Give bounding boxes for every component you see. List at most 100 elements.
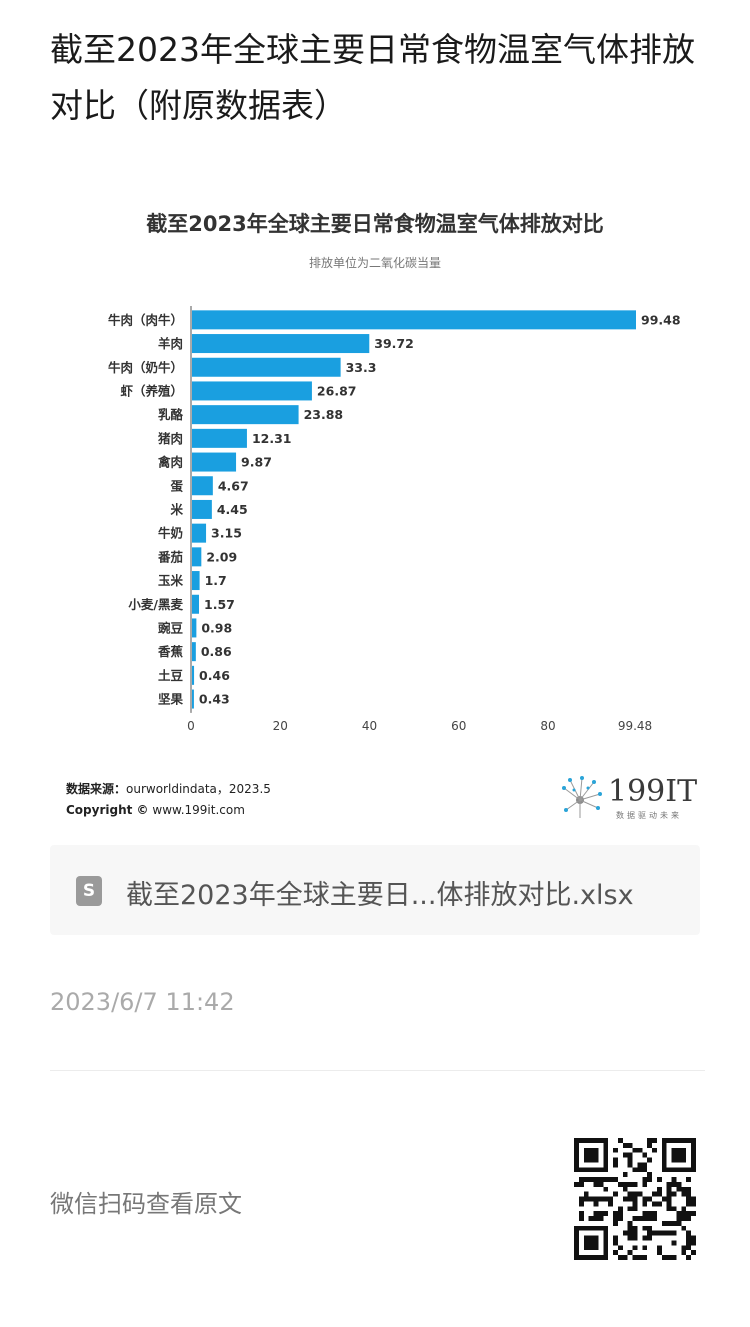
qr-finder-module	[686, 1138, 692, 1143]
qr-module	[578, 1181, 584, 1187]
qr-finder-module	[574, 1157, 579, 1163]
qr-module	[622, 1152, 628, 1158]
qr-finder-module	[691, 1147, 696, 1153]
category-label: 豌豆	[158, 620, 184, 635]
qr-finder-module	[676, 1152, 682, 1158]
qr-finder-module	[681, 1167, 687, 1173]
qr-code-icon[interactable]	[574, 1138, 696, 1260]
divider	[50, 1070, 705, 1071]
qr-finder-module	[603, 1240, 609, 1246]
bar	[192, 594, 200, 614]
qr-module	[671, 1177, 677, 1182]
qr-module	[647, 1142, 653, 1148]
qr-module	[593, 1211, 599, 1217]
qr-module	[622, 1181, 628, 1187]
qr-module	[686, 1230, 692, 1236]
qr-module	[666, 1191, 672, 1197]
qr-finder-module	[593, 1240, 599, 1246]
qr-finder-module	[588, 1235, 594, 1241]
qr-module	[666, 1206, 672, 1212]
chart-source: 数据来源：ourworldindata，2023.5 Copyright © w…	[66, 779, 271, 821]
bar	[192, 665, 195, 685]
qr-module	[632, 1245, 638, 1251]
qr-finder-module	[583, 1225, 589, 1231]
qr-module	[652, 1230, 657, 1236]
qr-finder-module	[666, 1167, 672, 1173]
qr-finder-module	[574, 1245, 579, 1251]
chart-figure: 截至2023年全球主要日常食物温室气体排放对比 排放单位为二氧化碳当量 牛肉（肉…	[50, 190, 700, 830]
qr-module	[608, 1201, 614, 1207]
qr-module	[691, 1235, 696, 1241]
qr-module	[608, 1196, 614, 1202]
qr-module	[647, 1235, 653, 1241]
qr-module	[676, 1181, 682, 1187]
qr-module	[627, 1157, 633, 1163]
qr-module	[593, 1177, 599, 1182]
qr-module	[666, 1230, 672, 1236]
qr-finder-module	[603, 1245, 609, 1251]
qr-module	[642, 1181, 648, 1187]
qr-module	[671, 1191, 677, 1197]
bar	[192, 571, 200, 591]
article-title: 截至2023年全球主要日常食物温室气体排放对比（附原数据表）	[50, 30, 695, 125]
qr-finder-module	[603, 1138, 609, 1143]
qr-module	[637, 1216, 643, 1221]
qr-finder-module	[661, 1138, 667, 1143]
qr-module	[613, 1216, 618, 1221]
qr-module	[652, 1211, 657, 1217]
qr-finder-module	[588, 1167, 594, 1173]
qr-module	[637, 1255, 643, 1260]
qr-module	[622, 1172, 628, 1178]
qr-module	[686, 1177, 692, 1182]
qr-module	[666, 1181, 672, 1187]
qr-module	[681, 1250, 687, 1256]
qr-module	[642, 1162, 648, 1168]
qr-finder-module	[598, 1225, 604, 1231]
qr-module	[686, 1216, 692, 1221]
file-attachment-card[interactable]: S 截至2023年全球主要日...体排放对比.xlsx	[50, 845, 700, 935]
qr-finder-module	[588, 1245, 594, 1251]
qr-module	[627, 1206, 633, 1212]
data-label: 26.87	[317, 383, 357, 398]
qr-module	[632, 1201, 638, 1207]
qr-module	[642, 1255, 648, 1260]
qr-module	[593, 1181, 599, 1187]
x-tick-label: 20	[273, 719, 288, 733]
qr-module	[661, 1255, 667, 1260]
category-label: 猪肉	[157, 431, 183, 446]
qr-module	[598, 1196, 604, 1202]
qr-finder-module	[593, 1245, 599, 1251]
qr-finder-module	[578, 1138, 584, 1143]
qr-module	[598, 1177, 604, 1182]
qr-finder-module	[681, 1157, 687, 1163]
qr-module	[656, 1250, 662, 1256]
category-label: 坚果	[158, 692, 184, 707]
qr-module	[593, 1201, 599, 1207]
chart-title: 截至2023年全球主要日常食物温室气体排放对比	[146, 212, 604, 236]
bar	[192, 547, 202, 567]
qr-module	[613, 1235, 618, 1241]
qr-module	[686, 1196, 692, 1202]
qr-module	[652, 1201, 657, 1207]
qr-module	[647, 1211, 653, 1217]
x-tick-label: 99.48	[618, 719, 652, 733]
qr-module	[603, 1211, 609, 1217]
qr-module	[691, 1196, 696, 1202]
qr-module	[613, 1250, 618, 1256]
qr-module	[613, 1147, 618, 1153]
qr-finder-module	[676, 1147, 682, 1153]
qr-module	[671, 1206, 677, 1212]
qr-module	[574, 1181, 579, 1187]
x-tick-label: 40	[362, 719, 377, 733]
qr-finder-module	[574, 1142, 579, 1148]
qr-finder-module	[574, 1240, 579, 1246]
qr-module	[676, 1211, 682, 1217]
qr-finder-module	[676, 1157, 682, 1163]
qr-finder-module	[671, 1157, 677, 1163]
qr-module	[617, 1255, 623, 1260]
qr-finder-module	[691, 1162, 696, 1168]
qr-finder-module	[574, 1250, 579, 1256]
qr-module	[647, 1196, 653, 1202]
qr-module	[666, 1201, 672, 1207]
qr-finder-module	[681, 1147, 687, 1153]
